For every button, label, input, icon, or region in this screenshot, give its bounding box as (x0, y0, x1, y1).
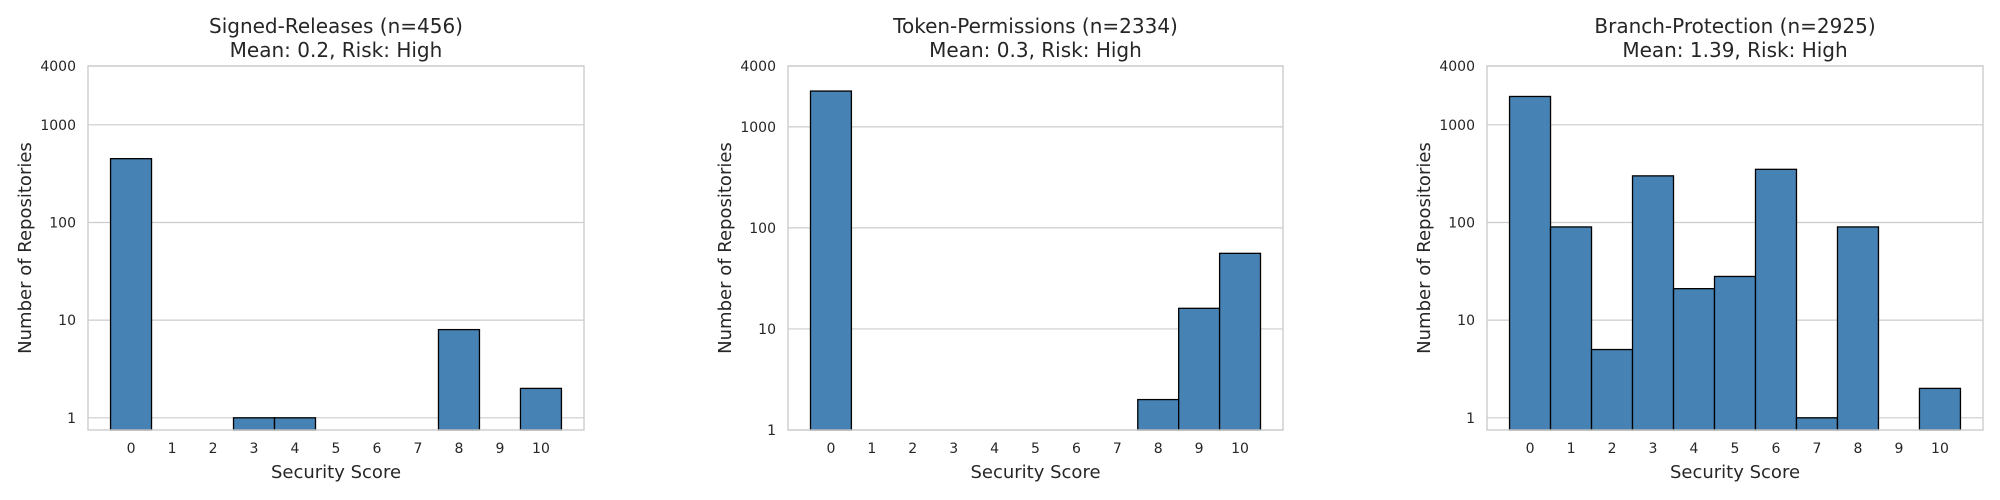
x-axis-label: Security Score (970, 462, 1100, 483)
bar-score-8 (1137, 398, 1180, 431)
bar-score-2 (1590, 348, 1634, 431)
chart-subtitle: Mean: 0.3, Risk: High (929, 38, 1142, 62)
bar-score-0 (1508, 95, 1552, 431)
x-tick-label: 2 (1608, 441, 1617, 457)
x-tick-label: 8 (455, 441, 464, 457)
y-tick-label: 1 (67, 411, 76, 427)
bar-score-1 (1549, 226, 1593, 431)
x-tick-label: 5 (332, 441, 341, 457)
x-tick-label: 9 (1195, 441, 1204, 457)
x-tick-label: 4 (291, 441, 300, 457)
y-tick-label: 10 (758, 322, 776, 338)
y-tick-label: 10 (1457, 313, 1475, 329)
x-tick-label: 6 (1772, 441, 1781, 457)
chart-title: Branch-Protection (n=2925) (1594, 14, 1875, 38)
plot-frame (787, 65, 1284, 431)
x-tick-label: 9 (496, 441, 505, 457)
y-axis-label: Number of Repositories (715, 142, 736, 354)
y-tick-label: 1 (1466, 411, 1475, 427)
y-tick-label: 4000 (40, 59, 76, 75)
x-tick-label: 10 (532, 441, 550, 457)
chart-subtitle: Mean: 1.39, Risk: High (1622, 38, 1847, 62)
x-tick-label: 0 (826, 441, 835, 457)
x-tick-label: 0 (1526, 441, 1535, 457)
y-tick-label: 100 (49, 215, 76, 231)
bar-score-3 (232, 417, 276, 431)
x-tick-label: 7 (414, 441, 423, 457)
bar-score-9 (1178, 307, 1221, 431)
bar-score-8 (437, 328, 481, 431)
x-tick-label: 9 (1895, 441, 1904, 457)
bar-score-10 (1218, 252, 1262, 431)
bar-score-5 (1713, 275, 1757, 431)
x-tick-label: 1 (1567, 441, 1576, 457)
bar-score-4 (1672, 288, 1716, 431)
x-tick-label: 7 (1813, 441, 1822, 457)
subplot-2: 1 10 100 1000 4000 0 1 2 3 4 5 6 7 8 9 10 Token-Permissi… (715, 14, 1284, 483)
chart-subtitle: Mean: 0.2, Risk: High (230, 38, 443, 62)
x-tick-label: 5 (1731, 441, 1740, 457)
x-tick-label: 10 (1931, 441, 1949, 457)
y-tick-label: 1000 (740, 120, 776, 136)
plot-frame (1486, 65, 1984, 431)
y-tick-label: 1000 (1439, 118, 1475, 134)
bar-score-10 (1918, 387, 1962, 431)
x-tick-label: 4 (1690, 441, 1699, 457)
bar-score-3 (1631, 175, 1675, 431)
y-tick-label: 100 (1448, 215, 1475, 231)
bar-score-0 (109, 158, 153, 431)
x-tick-label: 0 (127, 441, 136, 457)
x-tick-label: 1 (867, 441, 876, 457)
x-tick-label: 6 (1072, 441, 1081, 457)
y-axis-label: Number of Repositories (15, 142, 36, 354)
x-tick-label: 2 (908, 441, 917, 457)
chart-title: Signed-Releases (n=456) (209, 14, 463, 38)
chart-title: Token-Permissions (n=2334) (892, 14, 1178, 38)
y-tick-label: 1 (767, 423, 776, 439)
plot-frame (87, 65, 585, 431)
x-tick-label: 1 (168, 441, 177, 457)
x-tick-label: 5 (1031, 441, 1040, 457)
subplot-1: 1 10 100 1000 4000 0 1 2 3 4 5 6 7 8 9 10 Signed-Release… (15, 14, 585, 483)
subplot-3: 1 10 100 1000 4000 0 1 2 3 4 5 6 7 8 9 10 Branch-Protect… (1414, 14, 1984, 483)
x-tick-label: 4 (990, 441, 999, 457)
x-tick-label: 10 (1231, 441, 1249, 457)
y-tick-label: 100 (749, 221, 776, 237)
bar-score-0 (809, 90, 853, 431)
x-tick-label: 6 (373, 441, 382, 457)
y-axis-label: Number of Repositories (1414, 142, 1435, 354)
x-tick-label: 8 (1154, 441, 1163, 457)
bar-score-4 (273, 417, 317, 431)
y-tick-label: 1000 (40, 118, 76, 134)
y-tick-label: 4000 (1439, 59, 1475, 75)
x-tick-label: 2 (209, 441, 218, 457)
bar-score-10 (519, 387, 563, 431)
bar-score-6 (1754, 168, 1798, 431)
bar-score-8 (1836, 226, 1880, 431)
x-axis-label: Security Score (1670, 462, 1800, 483)
y-tick-label: 4000 (740, 59, 776, 75)
y-tick-label: 10 (58, 313, 76, 329)
x-tick-label: 3 (1649, 441, 1658, 457)
x-tick-label: 7 (1113, 441, 1122, 457)
bar-score-7 (1795, 417, 1839, 431)
x-axis-label: Security Score (271, 462, 401, 483)
x-tick-label: 8 (1854, 441, 1863, 457)
x-tick-label: 3 (250, 441, 259, 457)
x-tick-label: 3 (949, 441, 958, 457)
